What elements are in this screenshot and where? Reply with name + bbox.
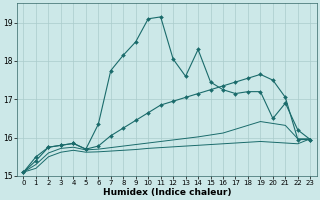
X-axis label: Humidex (Indice chaleur): Humidex (Indice chaleur) <box>103 188 231 197</box>
